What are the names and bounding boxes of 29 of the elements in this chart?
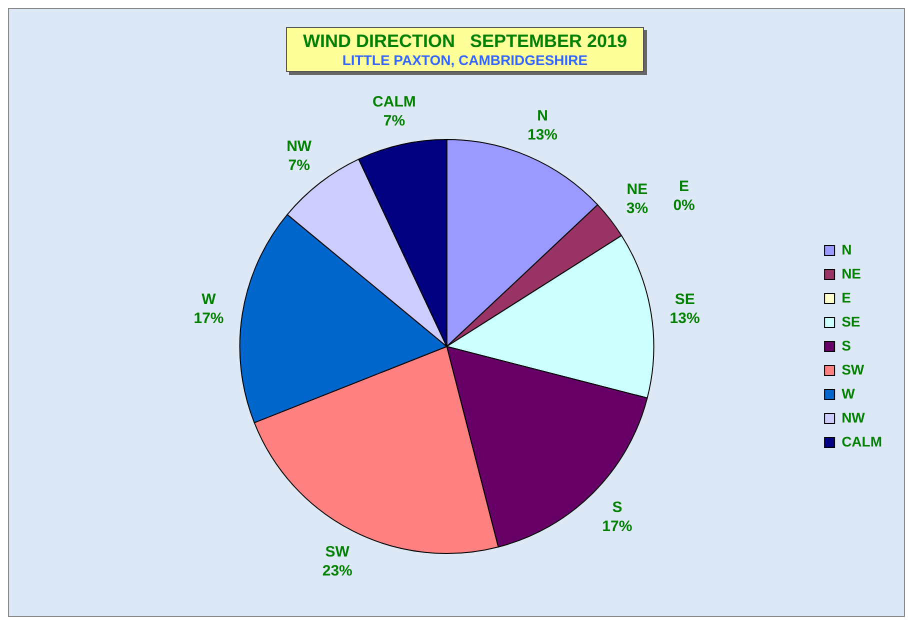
- category-label: E: [679, 178, 690, 196]
- data-label: 13%: [527, 126, 558, 144]
- chart-subtitle: LITTLE PAXTON, CAMBRIDGESHIRE: [341, 52, 589, 68]
- data-label: 3%: [626, 200, 648, 217]
- text: 0%: [673, 197, 695, 214]
- legend-label: SE: [842, 313, 860, 330]
- slice-label: N: [537, 107, 548, 124]
- data-label: 13%: [670, 310, 700, 327]
- slice-label: CALM: [372, 93, 416, 110]
- slice-label: SE: [674, 290, 695, 308]
- legend-label: E: [842, 289, 851, 306]
- slice-label: NE: [626, 180, 648, 198]
- slice-label: SW: [325, 543, 350, 560]
- legend-label: SW: [842, 361, 865, 378]
- data-label: 7%: [288, 157, 310, 174]
- data-label: 17%: [602, 518, 632, 536]
- slice-label: W: [202, 290, 217, 308]
- legend-label: W: [842, 385, 856, 402]
- legend-label: NW: [842, 409, 866, 426]
- legend-label: S: [842, 337, 851, 354]
- slice-label: NW: [286, 138, 312, 156]
- data-label: 17%: [194, 310, 224, 327]
- slice-label: S: [612, 499, 622, 516]
- data-label: 23%: [322, 562, 352, 580]
- legend-label: CALM: [842, 433, 882, 450]
- legend-label: N: [842, 241, 852, 258]
- data-label: 7%: [383, 112, 406, 130]
- chart-title: WIND DIRECTION SEPTEMBER 2019: [302, 31, 628, 52]
- legend-label: NE: [842, 265, 862, 282]
